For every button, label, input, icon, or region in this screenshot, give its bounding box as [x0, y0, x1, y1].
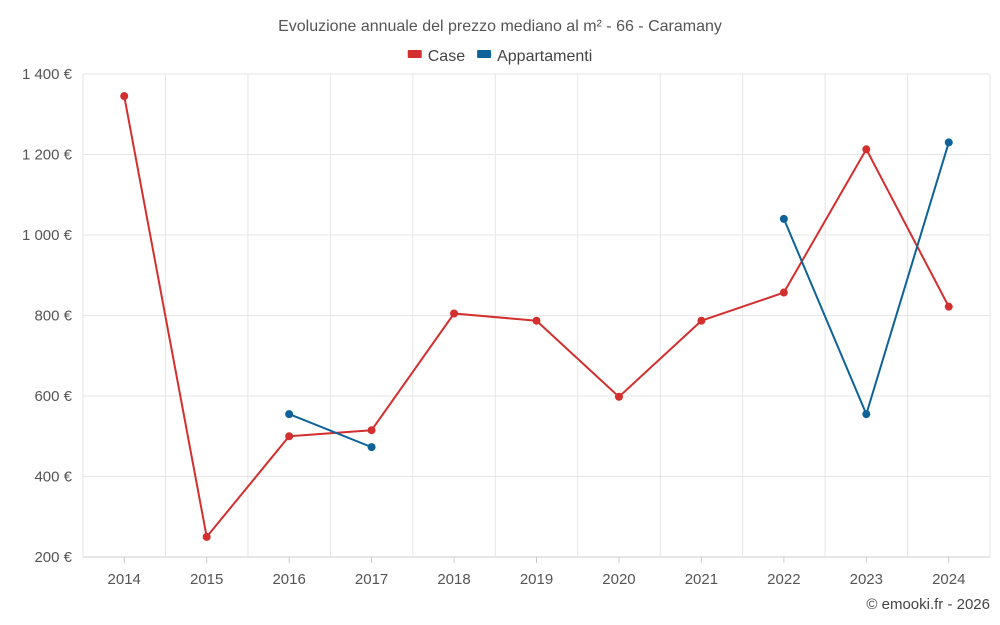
- x-tick-label-2018: 2018: [437, 571, 470, 588]
- data-point-case-2022[interactable]: [779, 288, 788, 297]
- y-tick-label: 400 €: [34, 469, 72, 486]
- x-tick-label-2022: 2022: [767, 571, 800, 588]
- data-point-case-2019[interactable]: [532, 316, 541, 325]
- data-point-case-2023[interactable]: [862, 145, 871, 154]
- data-point-case-2018[interactable]: [450, 309, 459, 318]
- x-tick-label-2023: 2023: [850, 571, 883, 588]
- copyright-credit: © emooki.fr - 2026: [866, 596, 990, 613]
- legend-label: Appartamenti: [497, 48, 592, 65]
- data-point-appartamenti-2017[interactable]: [367, 443, 376, 452]
- chart-title: Evoluzione annuale del prezzo mediano al…: [278, 18, 722, 35]
- series-line-appartamenti: [288, 413, 372, 449]
- legend-item-appartamenti[interactable]: Appartamenti: [477, 48, 592, 65]
- y-axis-ticks: 200 € 400 € 600 € 800 € 1 000 € 1 200 € 1 400 …: [22, 66, 73, 566]
- data-point-appartamenti-2023[interactable]: [862, 410, 871, 419]
- x-tick-label-2021: 2021: [685, 571, 718, 588]
- data-point-case-2015[interactable]: [202, 532, 211, 541]
- x-tick-label-2016: 2016: [272, 571, 305, 588]
- y-tick-label: 800 €: [34, 308, 72, 325]
- data-point-appartamenti-2022[interactable]: [779, 214, 788, 223]
- data-point-appartamenti-2024[interactable]: [944, 138, 953, 147]
- data-point-case-2017[interactable]: [367, 426, 376, 435]
- y-tick-label: 1 200 €: [22, 147, 73, 164]
- x-tick-label-2015: 2015: [190, 571, 223, 588]
- legend-item-case[interactable]: Case: [407, 48, 465, 65]
- legend: Case Appartamenti: [407, 48, 592, 65]
- y-tick-label: 200 €: [34, 549, 72, 566]
- data-point-case-2024[interactable]: [944, 302, 953, 311]
- x-tick-label-2024: 2024: [932, 571, 965, 588]
- x-tick-label-2020: 2020: [602, 571, 635, 588]
- x-tick-label-2014: 2014: [108, 571, 141, 588]
- y-tick-label: 1 000 €: [22, 227, 73, 244]
- x-tick-label-2019: 2019: [520, 571, 553, 588]
- data-point-case-2014[interactable]: [120, 92, 129, 101]
- y-gridlines: [83, 73, 990, 558]
- x-axis-ticks: 2014 2015 2016 2017 2018 2019 2020 2021 2022 2023…: [108, 557, 965, 588]
- data-point-appartamenti-2016[interactable]: [285, 410, 294, 419]
- y-tick-label: 1 400 €: [22, 66, 73, 83]
- legend-swatch: [407, 50, 422, 58]
- y-tick-label: 600 €: [34, 388, 72, 405]
- series-points: [120, 92, 953, 541]
- data-point-case-2016[interactable]: [285, 432, 294, 441]
- data-point-case-2021[interactable]: [697, 316, 706, 325]
- series-line-appartamenti: [782, 142, 950, 416]
- legend-label: Case: [428, 48, 465, 65]
- data-point-case-2020[interactable]: [614, 392, 623, 401]
- legend-swatch: [477, 50, 492, 58]
- x-tick-label-2017: 2017: [355, 571, 388, 588]
